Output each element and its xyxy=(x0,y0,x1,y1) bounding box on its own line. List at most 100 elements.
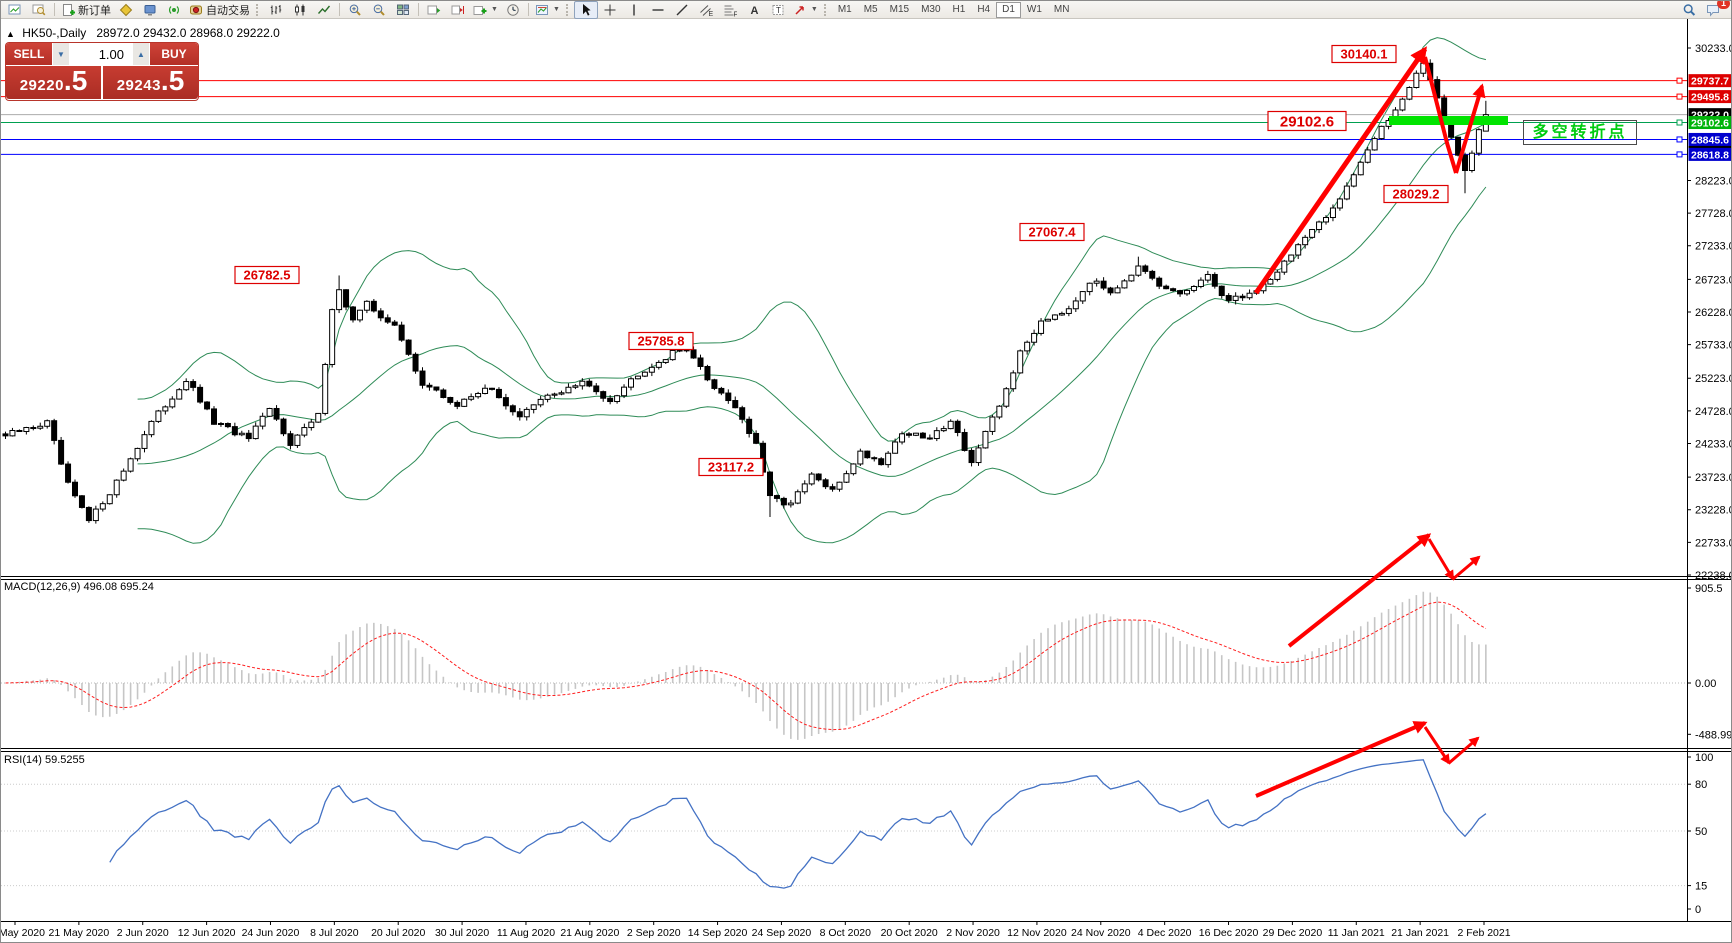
price-axis: 30233.0 28223.0 27728.0 27233.0 26723.0 26228… xyxy=(1687,43,1732,916)
autotrading-label: 自动交易 xyxy=(206,4,250,17)
svg-text:29 Dec 2020: 29 Dec 2020 xyxy=(1263,927,1323,939)
zoom-in-button[interactable] xyxy=(343,1,367,19)
auto-scroll-button[interactable] xyxy=(422,1,446,19)
svg-text:27067.4: 27067.4 xyxy=(1029,225,1077,240)
line-handle xyxy=(1676,77,1683,84)
zoom-out-button[interactable] xyxy=(367,1,391,19)
svg-text:29737.7: 29737.7 xyxy=(1691,76,1729,88)
timeframe-m5[interactable]: M5 xyxy=(863,3,878,15)
svg-text:24 Sep 2020: 24 Sep 2020 xyxy=(752,927,812,939)
toolbar-separator xyxy=(527,3,529,16)
arrows-tool-button[interactable]: ▼ xyxy=(790,1,821,19)
autotrading-button[interactable]: 自动交易 xyxy=(186,1,253,19)
toolbar-separator xyxy=(54,3,55,16)
timeframe-m15[interactable]: M15 xyxy=(889,3,910,15)
timeframe-m30[interactable]: M30 xyxy=(921,3,941,15)
svg-text:2 Jun 2020: 2 Jun 2020 xyxy=(117,927,169,939)
terminal-button[interactable] xyxy=(138,1,162,19)
chart-shift-button[interactable] xyxy=(446,1,470,19)
timeframe-w1[interactable]: W1 xyxy=(1026,3,1042,15)
svg-text:12 Jun 2020: 12 Jun 2020 xyxy=(178,927,236,939)
line-chart-mode-button[interactable] xyxy=(312,1,336,19)
candlestick-mode-button[interactable] xyxy=(288,1,312,19)
svg-text:30233.0: 30233.0 xyxy=(1695,43,1732,55)
new-order-label: 新订单 xyxy=(78,4,111,17)
oct-collapse-icon[interactable]: ▲ xyxy=(6,29,15,39)
svg-text:24233.0: 24233.0 xyxy=(1695,438,1732,450)
timeframe-mn[interactable]: MN xyxy=(1053,3,1070,15)
volume-decrease-button[interactable]: ▼ xyxy=(53,43,69,65)
volume-input[interactable] xyxy=(70,43,132,65)
template-button[interactable]: ▼ xyxy=(532,1,563,19)
svg-text:100: 100 xyxy=(1695,752,1713,764)
swing-price-labels: 30140.1 29102.6 28029.2 27067.4 26782.5 25785… xyxy=(234,44,1449,477)
toolbar-separator xyxy=(339,3,340,16)
axis-price-badges: 29737.729495.829222.029102.628845.628618… xyxy=(1688,74,1731,161)
tile-windows-button[interactable] xyxy=(391,1,415,19)
buy-price-fraction: .5 xyxy=(160,65,185,96)
svg-text:2 Nov 2020: 2 Nov 2020 xyxy=(946,927,1000,939)
svg-text:2 Sep 2020: 2 Sep 2020 xyxy=(627,927,681,939)
chat-notification-badge: 1 xyxy=(1716,1,1730,9)
volume-increase-button[interactable]: ▲ xyxy=(133,43,149,65)
trendline-tool-button[interactable] xyxy=(670,1,694,19)
svg-text:23117.2: 23117.2 xyxy=(708,460,754,475)
svg-text:27728.0: 27728.0 xyxy=(1695,208,1732,220)
candlesticks xyxy=(2,54,1489,524)
svg-text:E: E xyxy=(708,11,713,17)
fibonacci-tool-button[interactable]: F xyxy=(718,1,742,19)
main-toolbar: 新订单 自动交易 ▼ ▼ E F A T ▼ M1 xyxy=(1,1,1731,19)
new-order-button[interactable]: 新订单 xyxy=(58,1,114,19)
timeframe-h1[interactable]: H1 xyxy=(952,3,966,15)
dropdown-caret-icon: ▼ xyxy=(810,6,818,13)
text-label-tool-button[interactable]: T xyxy=(766,1,790,19)
signals-button[interactable] xyxy=(162,1,186,19)
svg-text:0: 0 xyxy=(1695,904,1701,916)
date-axis: 11 May 2020 21 May 2020 2 Jun 2020 12 Jun 2… xyxy=(1,921,1511,939)
timeframe-m1[interactable]: M1 xyxy=(837,3,852,15)
timeframe-d1[interactable]: D1 xyxy=(996,1,1021,18)
search-button[interactable] xyxy=(1677,1,1701,19)
svg-text:15: 15 xyxy=(1695,881,1707,893)
chart-title: ▲ HK50-,Daily 28972.0 29432.0 28968.0 29… xyxy=(6,26,280,40)
horizontal-line-tool-button[interactable] xyxy=(646,1,670,19)
svg-text:23723.0: 23723.0 xyxy=(1695,472,1732,484)
rsi-line xyxy=(109,759,1487,889)
buy-button[interactable]: BUY xyxy=(150,43,198,65)
svg-text:11 Jan 2021: 11 Jan 2021 xyxy=(1328,927,1385,939)
svg-text:26782.5: 26782.5 xyxy=(244,268,291,283)
svg-text:29102.6: 29102.6 xyxy=(1280,114,1334,131)
svg-text:25785.8: 25785.8 xyxy=(638,334,685,349)
new-chart-button[interactable] xyxy=(3,1,27,19)
crosshair-tool-button[interactable] xyxy=(598,1,622,19)
metaeditor-button[interactable] xyxy=(114,1,138,19)
line-handle xyxy=(1676,93,1683,100)
bar-chart-mode-button[interactable] xyxy=(264,1,288,19)
one-click-trading-panel: SELL ▼ ▲ BUY 29220 .5 29243 .5 xyxy=(5,42,199,101)
buy-price[interactable]: 29243 .5 xyxy=(103,66,198,99)
periods-button[interactable] xyxy=(501,1,525,19)
turning-point-annotation[interactable]: 多空转折点 xyxy=(1523,120,1637,145)
symbol-period-label: HK50-,Daily xyxy=(22,26,87,40)
svg-text:23228.0: 23228.0 xyxy=(1695,505,1732,517)
timeframe-h4[interactable]: H4 xyxy=(977,3,991,15)
macd-signal-line xyxy=(5,601,1487,731)
chat-button[interactable]: 1 xyxy=(1701,1,1730,19)
equidistant-channel-tool-button[interactable]: E xyxy=(694,1,718,19)
svg-text:20 Jul 2020: 20 Jul 2020 xyxy=(371,927,425,939)
vertical-line-tool-button[interactable] xyxy=(622,1,646,19)
svg-text:14 Sep 2020: 14 Sep 2020 xyxy=(688,927,748,939)
sell-button[interactable]: SELL xyxy=(6,43,52,65)
svg-text:4 Dec 2020: 4 Dec 2020 xyxy=(1138,927,1192,939)
cursor-tool-button[interactable] xyxy=(573,1,598,19)
buy-price-main: 29243 xyxy=(116,77,161,94)
chart-profiles-button[interactable] xyxy=(27,1,51,19)
svg-text:21 May 2020: 21 May 2020 xyxy=(49,927,110,939)
toolbar-drag-handle xyxy=(823,3,829,16)
svg-text:11 May 2020: 11 May 2020 xyxy=(1,927,45,939)
text-tool-button[interactable]: A xyxy=(742,1,766,19)
add-indicator-button[interactable]: ▼ xyxy=(470,1,501,19)
sell-price[interactable]: 29220 .5 xyxy=(6,66,101,99)
